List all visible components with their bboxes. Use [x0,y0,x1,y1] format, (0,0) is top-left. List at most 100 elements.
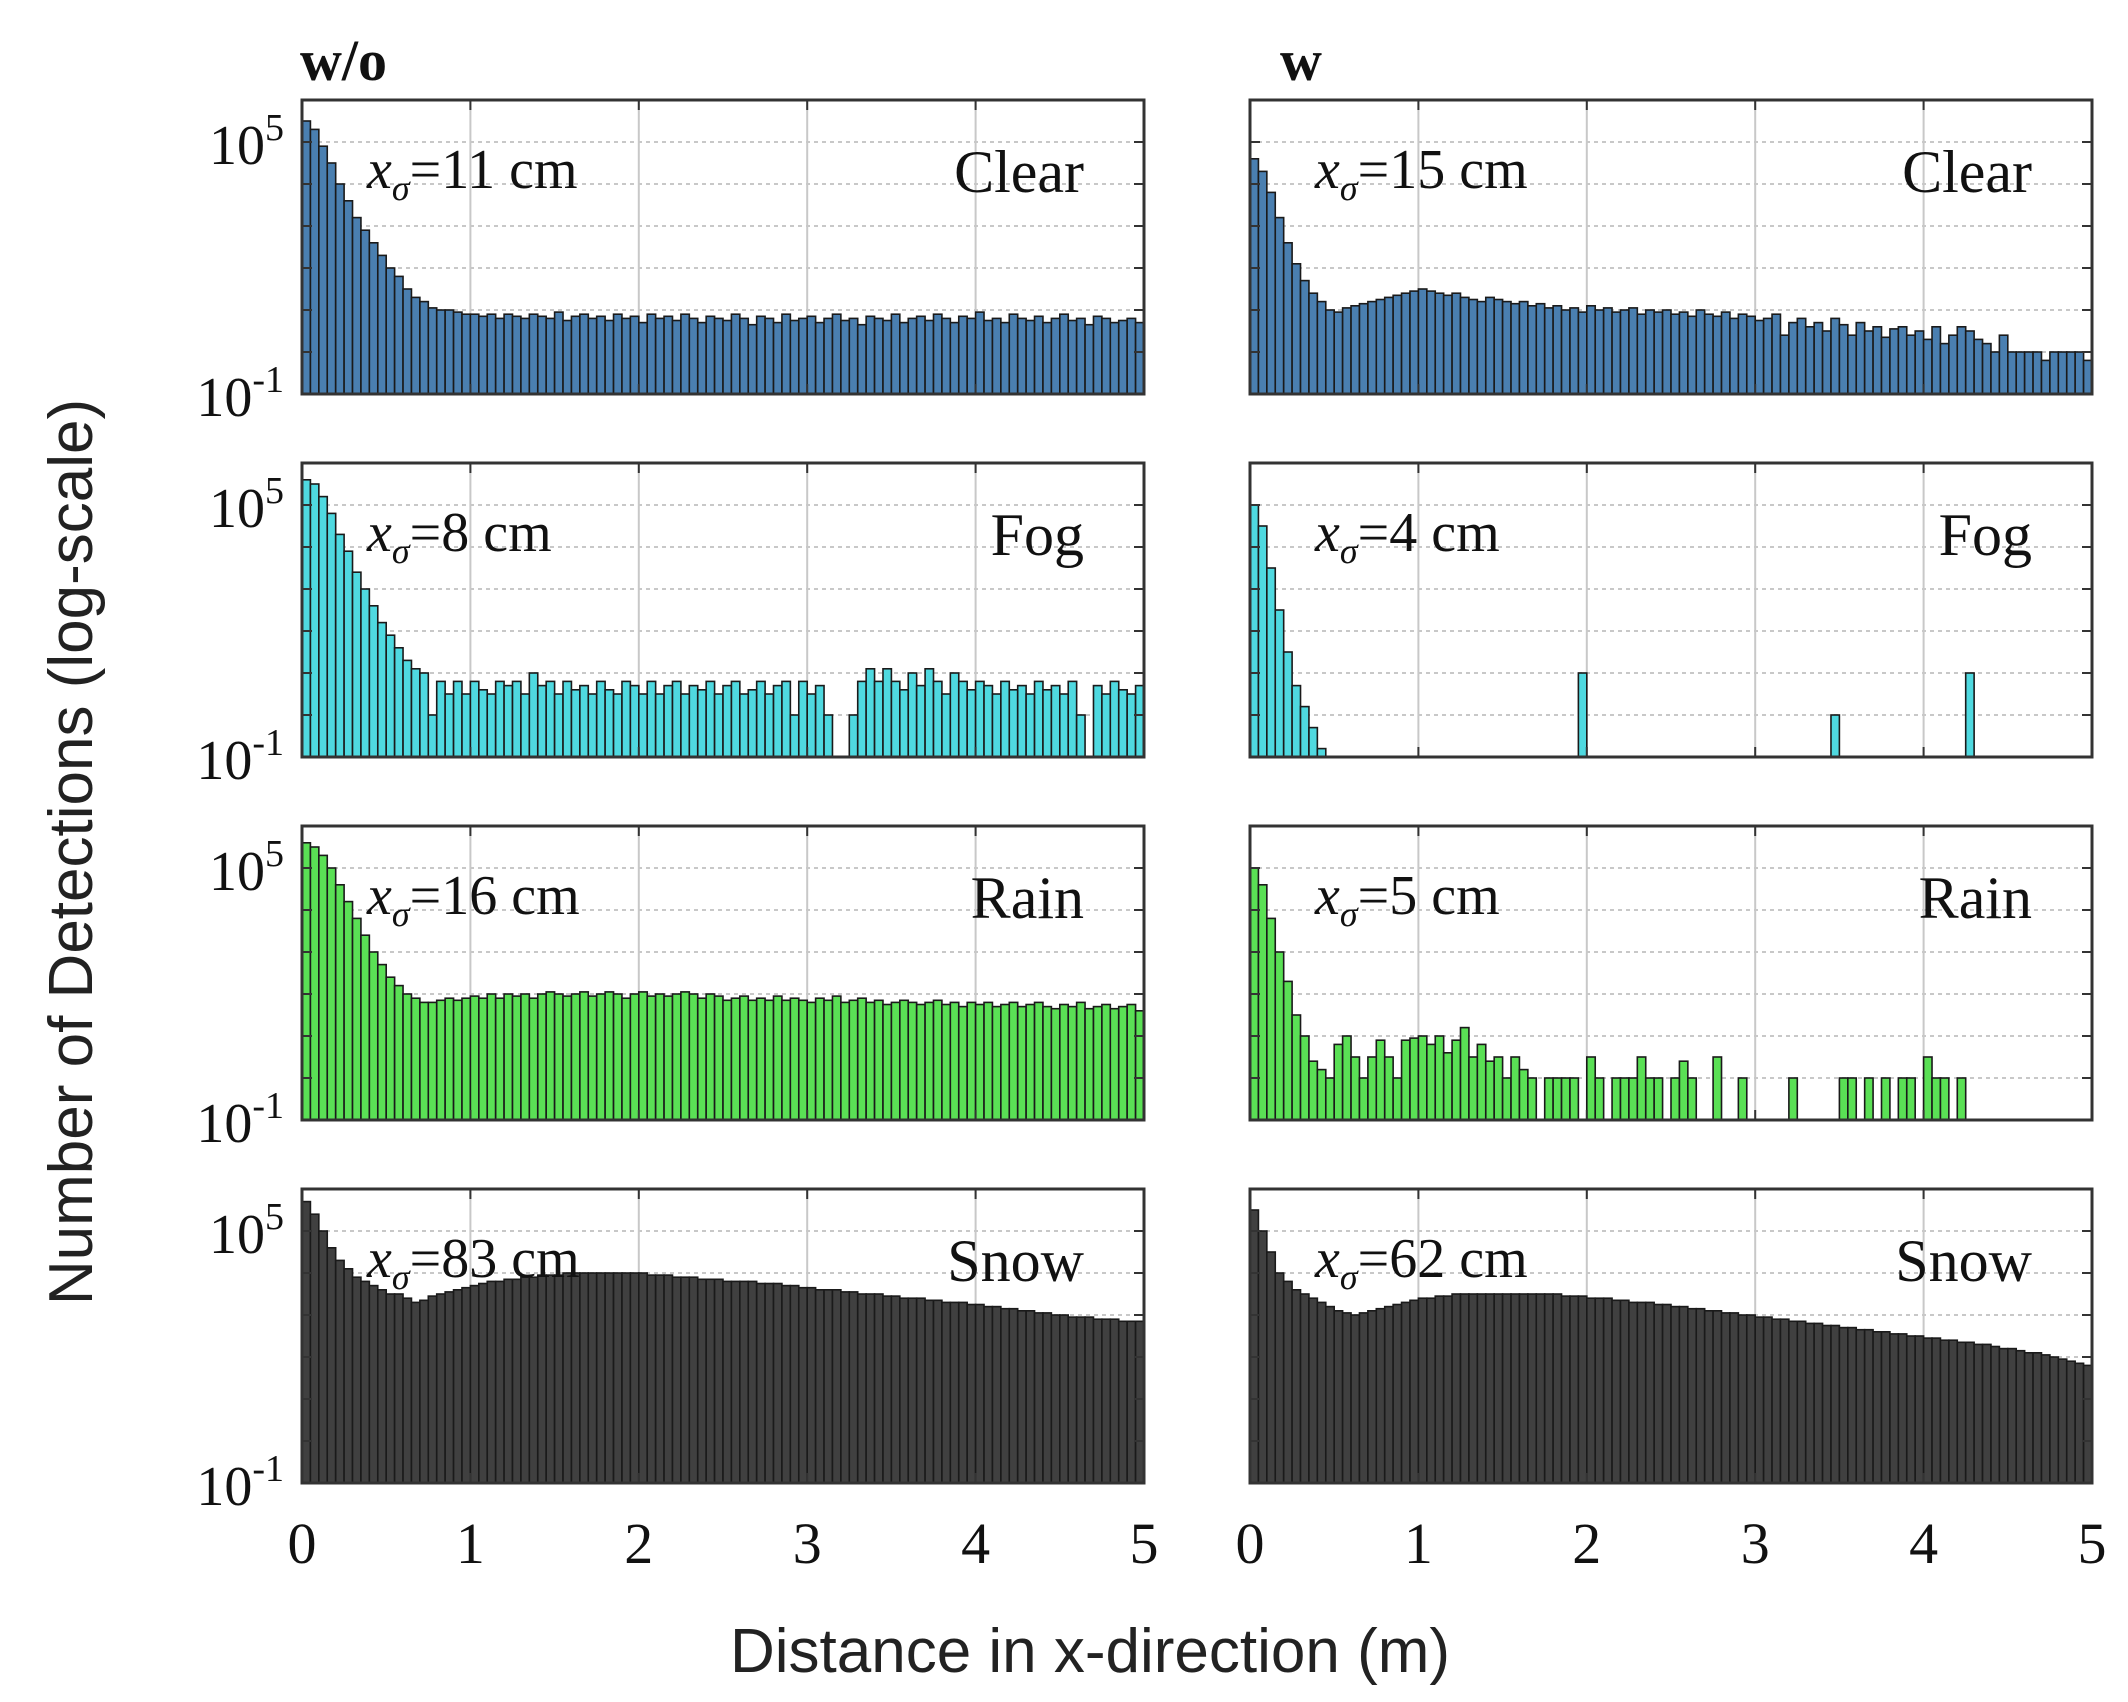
plot-frame [1248,1187,2094,1485]
bar [2040,1354,2051,1484]
bar [1855,321,1866,395]
bar [730,313,741,395]
bar [1501,300,1512,395]
bar [1703,313,1714,395]
bar [924,1001,935,1121]
bar [1922,1337,1933,1484]
bar [494,1280,505,1484]
bar [318,1230,329,1484]
bar [393,275,404,395]
bar [1257,170,1268,395]
bar [865,1293,876,1484]
bar [427,714,438,758]
bar [604,688,615,758]
bar [1409,290,1420,395]
bar [1695,309,1706,395]
bar [966,688,977,758]
bar [2015,351,2026,395]
bar [1905,334,1916,395]
bar [1973,338,1984,395]
annotation-variable: x [366,139,392,201]
bar [772,995,783,1121]
bar [848,1291,859,1484]
bar [1510,1293,1521,1484]
bar [1687,1307,1698,1484]
bar [680,991,691,1121]
bar [1392,294,1403,395]
bar [1586,304,1597,395]
bar [1126,1320,1137,1484]
bar [536,684,547,758]
bar [722,319,733,395]
bar [553,1274,564,1484]
bar [1788,1077,1799,1121]
bar [334,183,345,395]
bar [1619,1299,1630,1484]
bar [318,145,329,395]
bar [1299,1293,1310,1484]
condition-label: Rain [1919,865,2032,931]
bar [1067,1316,1078,1484]
bar [410,296,421,395]
bar [1476,300,1487,395]
bar [427,307,438,395]
bar [1518,1293,1529,1484]
bar [1484,296,1495,395]
bar [309,846,320,1121]
bar [1847,1077,1858,1121]
bar [1025,319,1036,395]
bar [1577,311,1588,395]
bar [814,684,825,758]
annotation-variable: x [1314,502,1340,564]
bar [654,317,665,395]
bar [1383,1056,1394,1121]
x-tick-label: 0 [1236,1511,1265,1576]
annotation-value: =4 cm [1358,502,1500,564]
bar [1067,1005,1078,1121]
bar [1291,1014,1302,1121]
bar [722,684,733,758]
bar [1257,883,1268,1121]
bar [1417,1035,1428,1121]
bar [612,1272,623,1484]
bar [2074,1362,2085,1484]
bar [1075,714,1086,758]
bar [1619,309,1630,395]
bar [360,229,371,395]
bar [1316,1301,1327,1484]
bar [461,1286,472,1484]
bar [823,714,834,758]
bar [1008,1001,1019,1121]
y-tick-base: 10 [209,478,265,540]
bar [545,991,556,1121]
bar [1611,1299,1622,1484]
bar [545,1274,556,1484]
y-axis-label: Number of Detections (log-scale) [37,399,106,1305]
bar [1126,1003,1137,1121]
y-tick-label: 10-1 [196,359,284,429]
bar [1779,334,1790,395]
bar [873,680,884,758]
bar [334,533,345,758]
x-tick-label: 3 [1741,1511,1770,1576]
bar [402,288,413,395]
bar [579,313,590,395]
bar [1033,680,1044,758]
condition-label: Fog [1939,502,2032,568]
bar [452,680,463,758]
bar [1737,1314,1748,1484]
bar [966,317,977,395]
bar [941,1003,952,1121]
bar [1981,1343,1992,1484]
bar [334,1259,345,1484]
bar [797,680,809,758]
bar [1059,1314,1070,1484]
bar [1459,296,1470,395]
bar [309,1213,320,1484]
bar [536,315,547,395]
bar [882,667,893,758]
bar [612,313,623,395]
bar [1274,216,1285,395]
bar [1059,313,1070,395]
